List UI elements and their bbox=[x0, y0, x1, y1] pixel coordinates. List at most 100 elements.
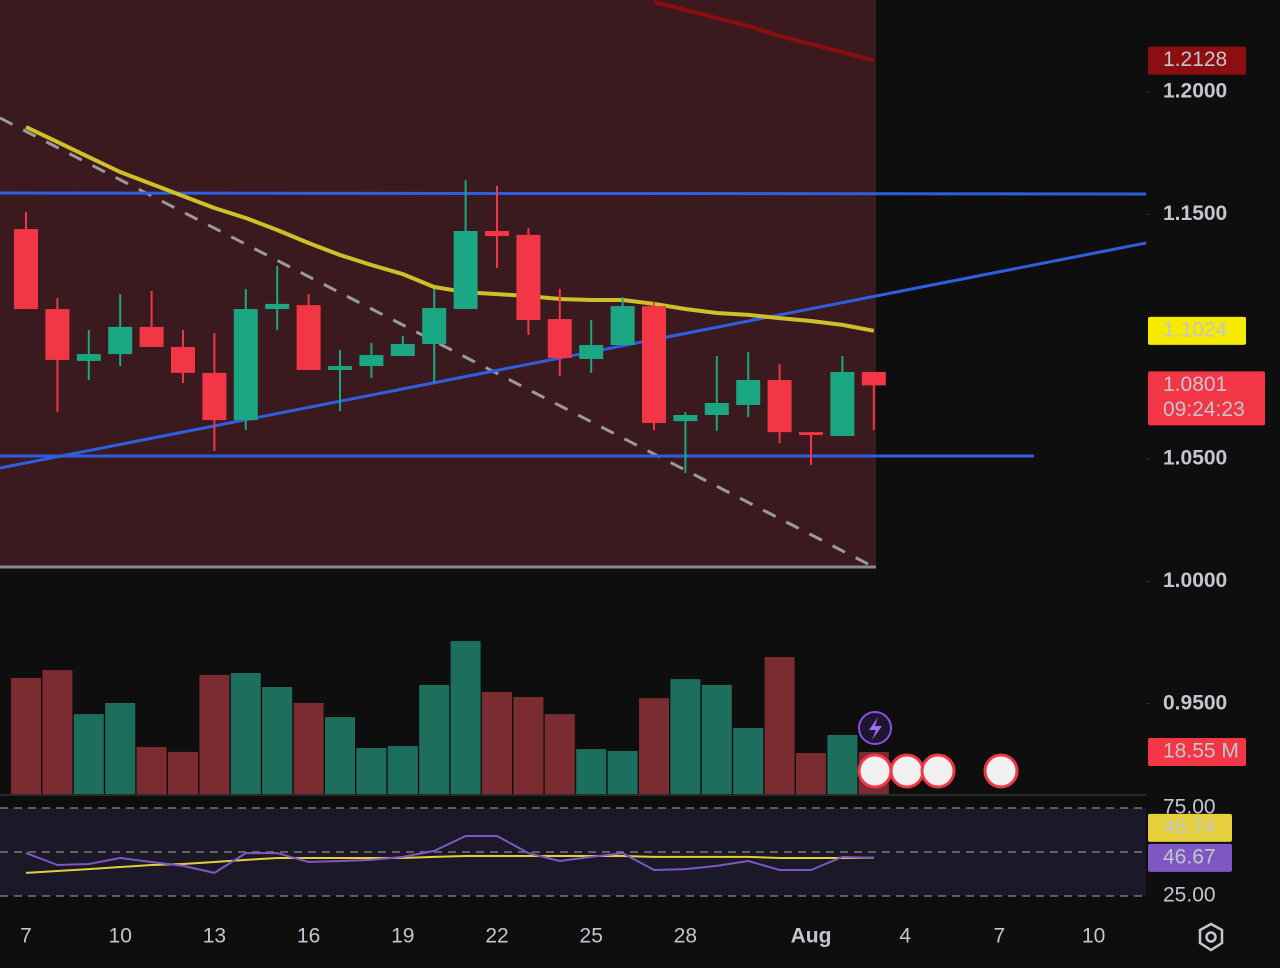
volume-bar bbox=[450, 641, 481, 795]
resistance-line bbox=[0, 191, 1147, 196]
volume-bar bbox=[639, 698, 669, 795]
settings-center[interactable] bbox=[1205, 931, 1217, 943]
volume-bar bbox=[199, 674, 230, 795]
ma-label-box bbox=[1148, 316, 1246, 345]
volume-bar bbox=[670, 679, 701, 795]
x-tick-label: 10 bbox=[1082, 925, 1105, 948]
x-tick-label: 16 bbox=[297, 925, 320, 948]
x-tick-label: 7 bbox=[994, 925, 1006, 948]
candle-body bbox=[296, 305, 321, 370]
volume-bar bbox=[230, 673, 261, 795]
candle-body bbox=[799, 432, 823, 436]
long-ma-label-box bbox=[1148, 46, 1246, 75]
rsi-line bbox=[25, 835, 874, 874]
candle-body bbox=[579, 345, 604, 359]
rsi-label-box bbox=[1148, 843, 1232, 872]
volume-label-box bbox=[1148, 738, 1246, 767]
volume-bar bbox=[136, 747, 167, 795]
candle-body bbox=[610, 306, 635, 346]
candle-body bbox=[108, 326, 133, 355]
x-tick-label: 13 bbox=[203, 925, 226, 948]
candle-body bbox=[485, 230, 509, 237]
rsi-ma-label: 46.74 bbox=[1163, 815, 1216, 838]
volume-bar bbox=[11, 677, 41, 795]
x-tick-label: 22 bbox=[485, 925, 508, 948]
y-tick-label: 0.9500 bbox=[1163, 691, 1227, 714]
candle-body bbox=[547, 319, 572, 358]
average-layer bbox=[25, 0, 875, 333]
candle-layer bbox=[14, 180, 886, 473]
rising-trendline bbox=[0, 241, 1147, 470]
candle-body bbox=[139, 326, 164, 347]
volume-bar bbox=[701, 684, 732, 795]
long-moving-average bbox=[653, 0, 875, 63]
settings-icon[interactable] bbox=[1198, 922, 1224, 952]
candle-body bbox=[202, 372, 227, 421]
candle-body bbox=[861, 371, 886, 386]
candle-body bbox=[45, 309, 70, 360]
x-tick-label: 28 bbox=[674, 925, 697, 948]
volume-bar bbox=[764, 657, 795, 795]
last-price-label-countdown: 09:24:23 bbox=[1163, 398, 1245, 421]
last-price-label-box bbox=[1148, 371, 1265, 426]
candle-body bbox=[767, 380, 792, 433]
flag-icon[interactable] bbox=[920, 753, 956, 789]
candle-body bbox=[642, 306, 666, 424]
flag-icon[interactable] bbox=[983, 753, 1019, 789]
volume-bar bbox=[733, 728, 764, 795]
candle-body bbox=[516, 234, 541, 321]
volume-bar bbox=[356, 747, 387, 795]
candle-body bbox=[673, 414, 698, 422]
candle-body bbox=[265, 303, 290, 310]
volume-bar bbox=[387, 746, 418, 795]
moving-average bbox=[25, 125, 875, 333]
settings-outline[interactable] bbox=[1198, 922, 1224, 952]
rsi-tick-label: 25.00 bbox=[1163, 884, 1216, 907]
axis-labels: 1.2000 1.1500 1.0500 1.0000 0.9500 1.2128 1.10… bbox=[20, 46, 1265, 948]
candle-body bbox=[14, 229, 38, 310]
candle-body bbox=[76, 354, 101, 361]
rsi-layer bbox=[0, 807, 1146, 897]
shaded-region bbox=[0, 0, 876, 567]
ma-label: 1.1024 bbox=[1163, 318, 1228, 341]
y-tick-label: 1.2000 bbox=[1163, 80, 1227, 103]
volume-bar bbox=[293, 702, 324, 795]
volume-bar bbox=[73, 714, 104, 795]
lightning-glyph bbox=[869, 717, 882, 740]
rsi-ma-label-box bbox=[1148, 813, 1232, 842]
volume-bar bbox=[482, 692, 512, 795]
volume-bar bbox=[419, 684, 450, 795]
long-ma-label: 1.2128 bbox=[1163, 48, 1227, 71]
volume-overlay bbox=[11, 641, 889, 795]
volume-bar bbox=[105, 702, 136, 795]
volume-bar bbox=[607, 750, 638, 795]
flag-icon[interactable] bbox=[857, 753, 893, 789]
x-tick-label: 19 bbox=[391, 925, 414, 948]
volume-bar bbox=[827, 734, 858, 795]
volume-bar bbox=[576, 749, 607, 795]
y-tick-label: 1.0500 bbox=[1163, 447, 1227, 470]
candle-body bbox=[422, 308, 447, 345]
rsi-tick-label: 75.00 bbox=[1163, 796, 1216, 819]
x-tick-label: 25 bbox=[580, 925, 603, 948]
candle-body bbox=[171, 346, 195, 373]
candle-body bbox=[830, 371, 855, 437]
candle-body bbox=[233, 309, 258, 421]
volume-bar bbox=[325, 717, 355, 795]
y-tick-label: 1.1500 bbox=[1163, 202, 1227, 225]
y-tick-label: 1.0000 bbox=[1163, 569, 1227, 592]
x-tick-label: Aug bbox=[791, 925, 832, 948]
last-price-label: 1.0801 bbox=[1163, 373, 1227, 396]
volume-bar bbox=[544, 714, 575, 795]
candle-body bbox=[328, 366, 352, 370]
volume-bar bbox=[168, 751, 198, 795]
candle-body bbox=[736, 380, 761, 405]
flag-icon[interactable] bbox=[889, 753, 925, 789]
x-tick-label: 7 bbox=[20, 925, 32, 948]
rsi-label: 46.67 bbox=[1163, 845, 1216, 868]
candle-body bbox=[704, 403, 729, 415]
volume-bar bbox=[42, 670, 73, 795]
volume-label: 18.55 M bbox=[1163, 740, 1239, 763]
candle-body bbox=[390, 344, 415, 357]
